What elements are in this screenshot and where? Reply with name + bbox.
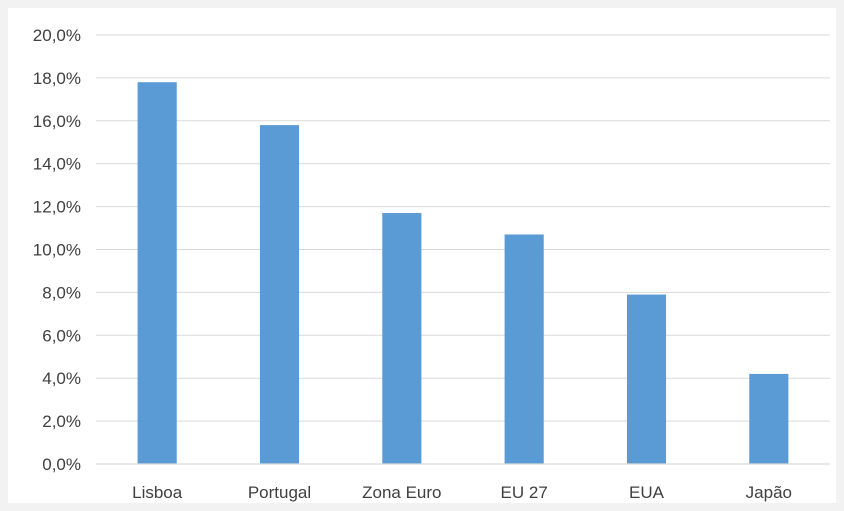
y-tick-label: 20,0% <box>33 26 81 45</box>
x-axis-tick-labels: Lisboa Portugal Zona Euro EU 27 EUA Japão <box>132 483 792 502</box>
y-axis-tick-labels: 0,0% 2,0% 4,0% 6,0% 8,0% 10,0% 12,0% 14,0% 16,0%… <box>33 26 81 474</box>
x-tick-label: EUA <box>629 483 665 502</box>
y-tick-label: 0,0% <box>42 455 81 474</box>
y-tick-label: 4,0% <box>42 369 81 388</box>
x-tick-label: EU 27 <box>501 483 548 502</box>
x-tick-label: Lisboa <box>132 483 183 502</box>
bar-eua <box>626 294 667 464</box>
bars <box>137 82 789 464</box>
bar-portugal <box>259 125 300 464</box>
y-tick-label: 16,0% <box>33 112 81 131</box>
x-tick-label: Japão <box>746 483 792 502</box>
bar-zona-euro <box>382 213 422 464</box>
bar-japão <box>749 373 789 464</box>
y-tick-label: 2,0% <box>42 412 81 431</box>
y-tick-label: 12,0% <box>33 198 81 217</box>
y-tick-label: 18,0% <box>33 69 81 88</box>
gridlines <box>96 34 830 422</box>
y-tick-label: 14,0% <box>33 155 81 174</box>
bar-lisboa <box>137 82 177 464</box>
chart-area: 0,0% 2,0% 4,0% 6,0% 8,0% 10,0% 12,0% 14,0% 16,0%… <box>8 8 836 503</box>
y-tick-label: 6,0% <box>42 326 81 345</box>
x-tick-label: Zona Euro <box>362 483 441 502</box>
y-tick-label: 10,0% <box>33 241 81 260</box>
y-tick-label: 8,0% <box>42 283 81 302</box>
bar-eu-27 <box>504 234 544 464</box>
bar-chart: 0,0% 2,0% 4,0% 6,0% 8,0% 10,0% 12,0% 14,0% 16,0%… <box>33 26 830 502</box>
x-tick-label: Portugal <box>248 483 311 502</box>
